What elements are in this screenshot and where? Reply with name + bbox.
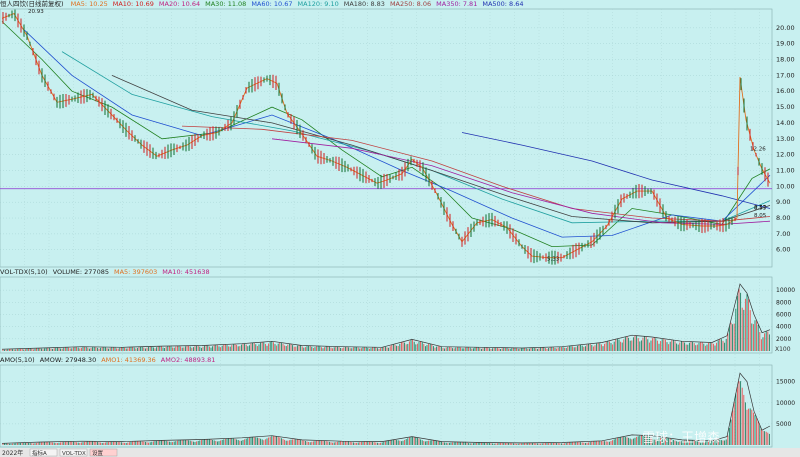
bottom-tab-label[interactable]: 设置 — [92, 449, 104, 457]
amount-legend-item-2: AMO1: 41369.36 — [101, 356, 156, 364]
price-annotation: 5.33 — [547, 256, 560, 262]
bottom-tab — [29, 448, 58, 457]
bottom-tab-label[interactable]: VOL-TDX — [62, 451, 86, 457]
price-tick-label: 15.00 — [776, 103, 795, 111]
ma-line-ma30 — [1, 21, 771, 248]
year-label: 2022年 — [2, 449, 23, 457]
price-tick-label: 13.00 — [776, 135, 795, 143]
amount-ma-line — [1, 372, 771, 444]
price-panel — [0, 8, 773, 268]
volume-legend-item-0: VOL-TDX(5,10) — [0, 268, 48, 276]
amount-header: AMO(5,10) AMOW: 27948.30 AMO1: 41369.36 AMO… — [0, 356, 225, 365]
watermark: 雪球：王增森 — [642, 431, 720, 446]
ma-legend-item-2: MA20: 10.64 — [158, 0, 201, 8]
volume-unit-label: X100 — [775, 346, 791, 353]
volume-tick-label: 8000 — [776, 299, 791, 306]
volume-tick-label: 4000 — [776, 324, 791, 331]
ma-legend-item-6: MA180: 8.83 — [343, 0, 385, 8]
volume-ma-line — [1, 283, 771, 350]
ma-legend-item-8: MA350: 7.81 — [436, 0, 478, 8]
price-tick-label: 9.00 — [776, 198, 790, 206]
ma-legend-item-3: MA30: 11.08 — [205, 0, 247, 8]
price-annotation: 8.05 — [754, 213, 767, 219]
volume-tick-label: 2000 — [776, 336, 791, 343]
ma-line-ma500 — [461, 132, 771, 209]
price-tick-label: 19.00 — [776, 40, 795, 48]
volume-tick-label: 6000 — [776, 311, 791, 318]
amount-legend-item-3: AMO2: 48893.81 — [160, 356, 216, 364]
price-annotation: 12.26 — [750, 147, 766, 153]
price-annotation: 20.93 — [28, 9, 44, 15]
bottom-bar — [0, 448, 800, 457]
stock-title: 恒人四饮(日线前复权) — [0, 0, 64, 8]
volume-legend-item-2: MA5: 397603 — [113, 268, 158, 276]
price-tick-label: 6.00 — [776, 246, 790, 254]
price-tick-label: 11.00 — [776, 166, 795, 174]
amount-tick-label: 15000 — [776, 379, 795, 386]
price-annotation: 8.57 — [754, 205, 767, 211]
volume-legend-item-1: VOLUME: 277085 — [52, 268, 109, 276]
ma-legend-item-1: MA10: 10.69 — [112, 0, 154, 8]
ma-legend-item-7: MA250: 8.06 — [389, 0, 432, 8]
price-tick-label: 8.00 — [776, 214, 790, 222]
amount-legend: AMO(5,10) AMOW: 27948.30 AMO1: 41369.36 AMO… — [0, 356, 220, 364]
bottom-tab-label[interactable]: 指标A — [32, 449, 47, 457]
price-header: 恒人四饮(日线前复权) MA5: 10.25 MA10: 10.69 MA20: 1… — [0, 0, 534, 9]
price-annotation: 8.53 — [754, 206, 767, 212]
ma-legend-item-5: MA120: 9.10 — [297, 0, 339, 8]
volume-legend-item-3: MA10: 451638 — [162, 268, 210, 276]
price-tick-label: 7.00 — [776, 230, 790, 238]
ma-legend-item-4: MA60: 10.67 — [251, 0, 293, 8]
price-tick-label: 14.00 — [776, 119, 795, 127]
price-tick-label: 12.00 — [776, 151, 795, 159]
amount-legend-item-1: AMOW: 27948.30 — [39, 356, 97, 364]
price-tick-label: 17.00 — [776, 71, 795, 79]
bottom-tab — [59, 448, 88, 457]
amount-panel — [0, 364, 773, 448]
amount-tick-label: 5000 — [776, 421, 791, 428]
price-tick-label: 16.00 — [776, 87, 795, 95]
bottom-tab — [89, 448, 118, 457]
ma-legend-item-9: MA500: 8.64 — [482, 0, 524, 8]
price-tick-label: 10.00 — [776, 182, 795, 190]
volume-tick-label: 10000 — [776, 287, 795, 294]
ma-legend: MA5: 10.25 MA10: 10.69 MA20: 10.64 MA30: 11… — [71, 0, 529, 8]
volume-legend: VOL-TDX(5,10) VOLUME: 277085 MA5: 397603 MA… — [0, 268, 215, 276]
amount-tick-label: 10000 — [776, 400, 795, 407]
ma-legend-item-0: MA5: 10.25 — [70, 0, 108, 8]
price-tick-label: 20.00 — [776, 24, 795, 32]
ma-line-ma350 — [271, 138, 771, 225]
amount-legend-item-0: AMO(5,10) — [0, 356, 35, 364]
volume-header: VOL-TDX(5,10) VOLUME: 277085 MA5: 397603 MA… — [0, 268, 220, 277]
price-tick-label: 18.00 — [776, 56, 795, 64]
